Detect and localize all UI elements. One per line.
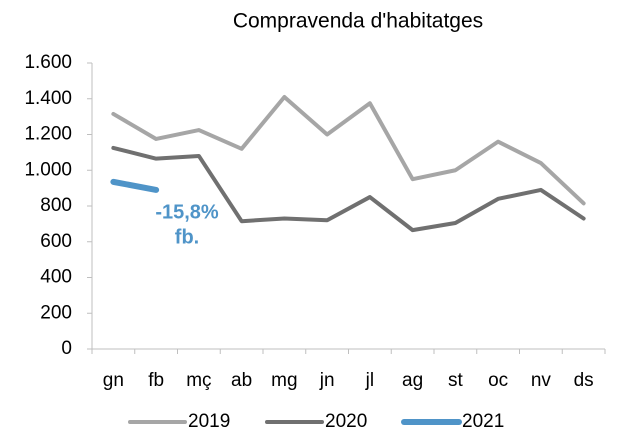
y-tick-label: 1.200 xyxy=(24,124,72,145)
x-tick-label: mg xyxy=(271,370,297,391)
annotation: -15,8% xyxy=(155,201,219,223)
series-line xyxy=(111,145,586,233)
legend-label: 2020 xyxy=(325,411,367,432)
x-tick-label: nv xyxy=(531,370,552,391)
y-tick-label: 400 xyxy=(40,267,72,288)
y-tick-label: 800 xyxy=(40,195,72,216)
legend-label: 2019 xyxy=(188,411,230,432)
series-line xyxy=(111,94,586,206)
annotation: fb. xyxy=(175,226,199,248)
y-tick-label: 200 xyxy=(40,302,72,323)
x-tick-label: jn xyxy=(319,370,335,391)
x-tick-label: ds xyxy=(574,370,594,391)
y-tick-label: 1.600 xyxy=(24,52,72,73)
x-tick-label: mç xyxy=(186,370,211,391)
x-tick-label: gn xyxy=(103,370,124,391)
y-tick-label: 1.400 xyxy=(24,88,72,109)
x-tick-label: fb xyxy=(148,370,164,391)
y-tick-label: 1.000 xyxy=(24,159,72,180)
series-line xyxy=(110,178,160,193)
legend-label: 2021 xyxy=(462,411,504,432)
x-tick-label: oc xyxy=(488,370,508,391)
x-tick-label: ab xyxy=(231,370,252,391)
x-tick-label: jl xyxy=(365,370,374,391)
chart-title: Compravenda d'habitatges xyxy=(233,10,483,33)
x-tick-label: st xyxy=(448,370,464,391)
y-tick-label: 0 xyxy=(61,338,72,359)
x-tick-label: ag xyxy=(402,370,423,391)
y-tick-label: 600 xyxy=(40,231,72,252)
